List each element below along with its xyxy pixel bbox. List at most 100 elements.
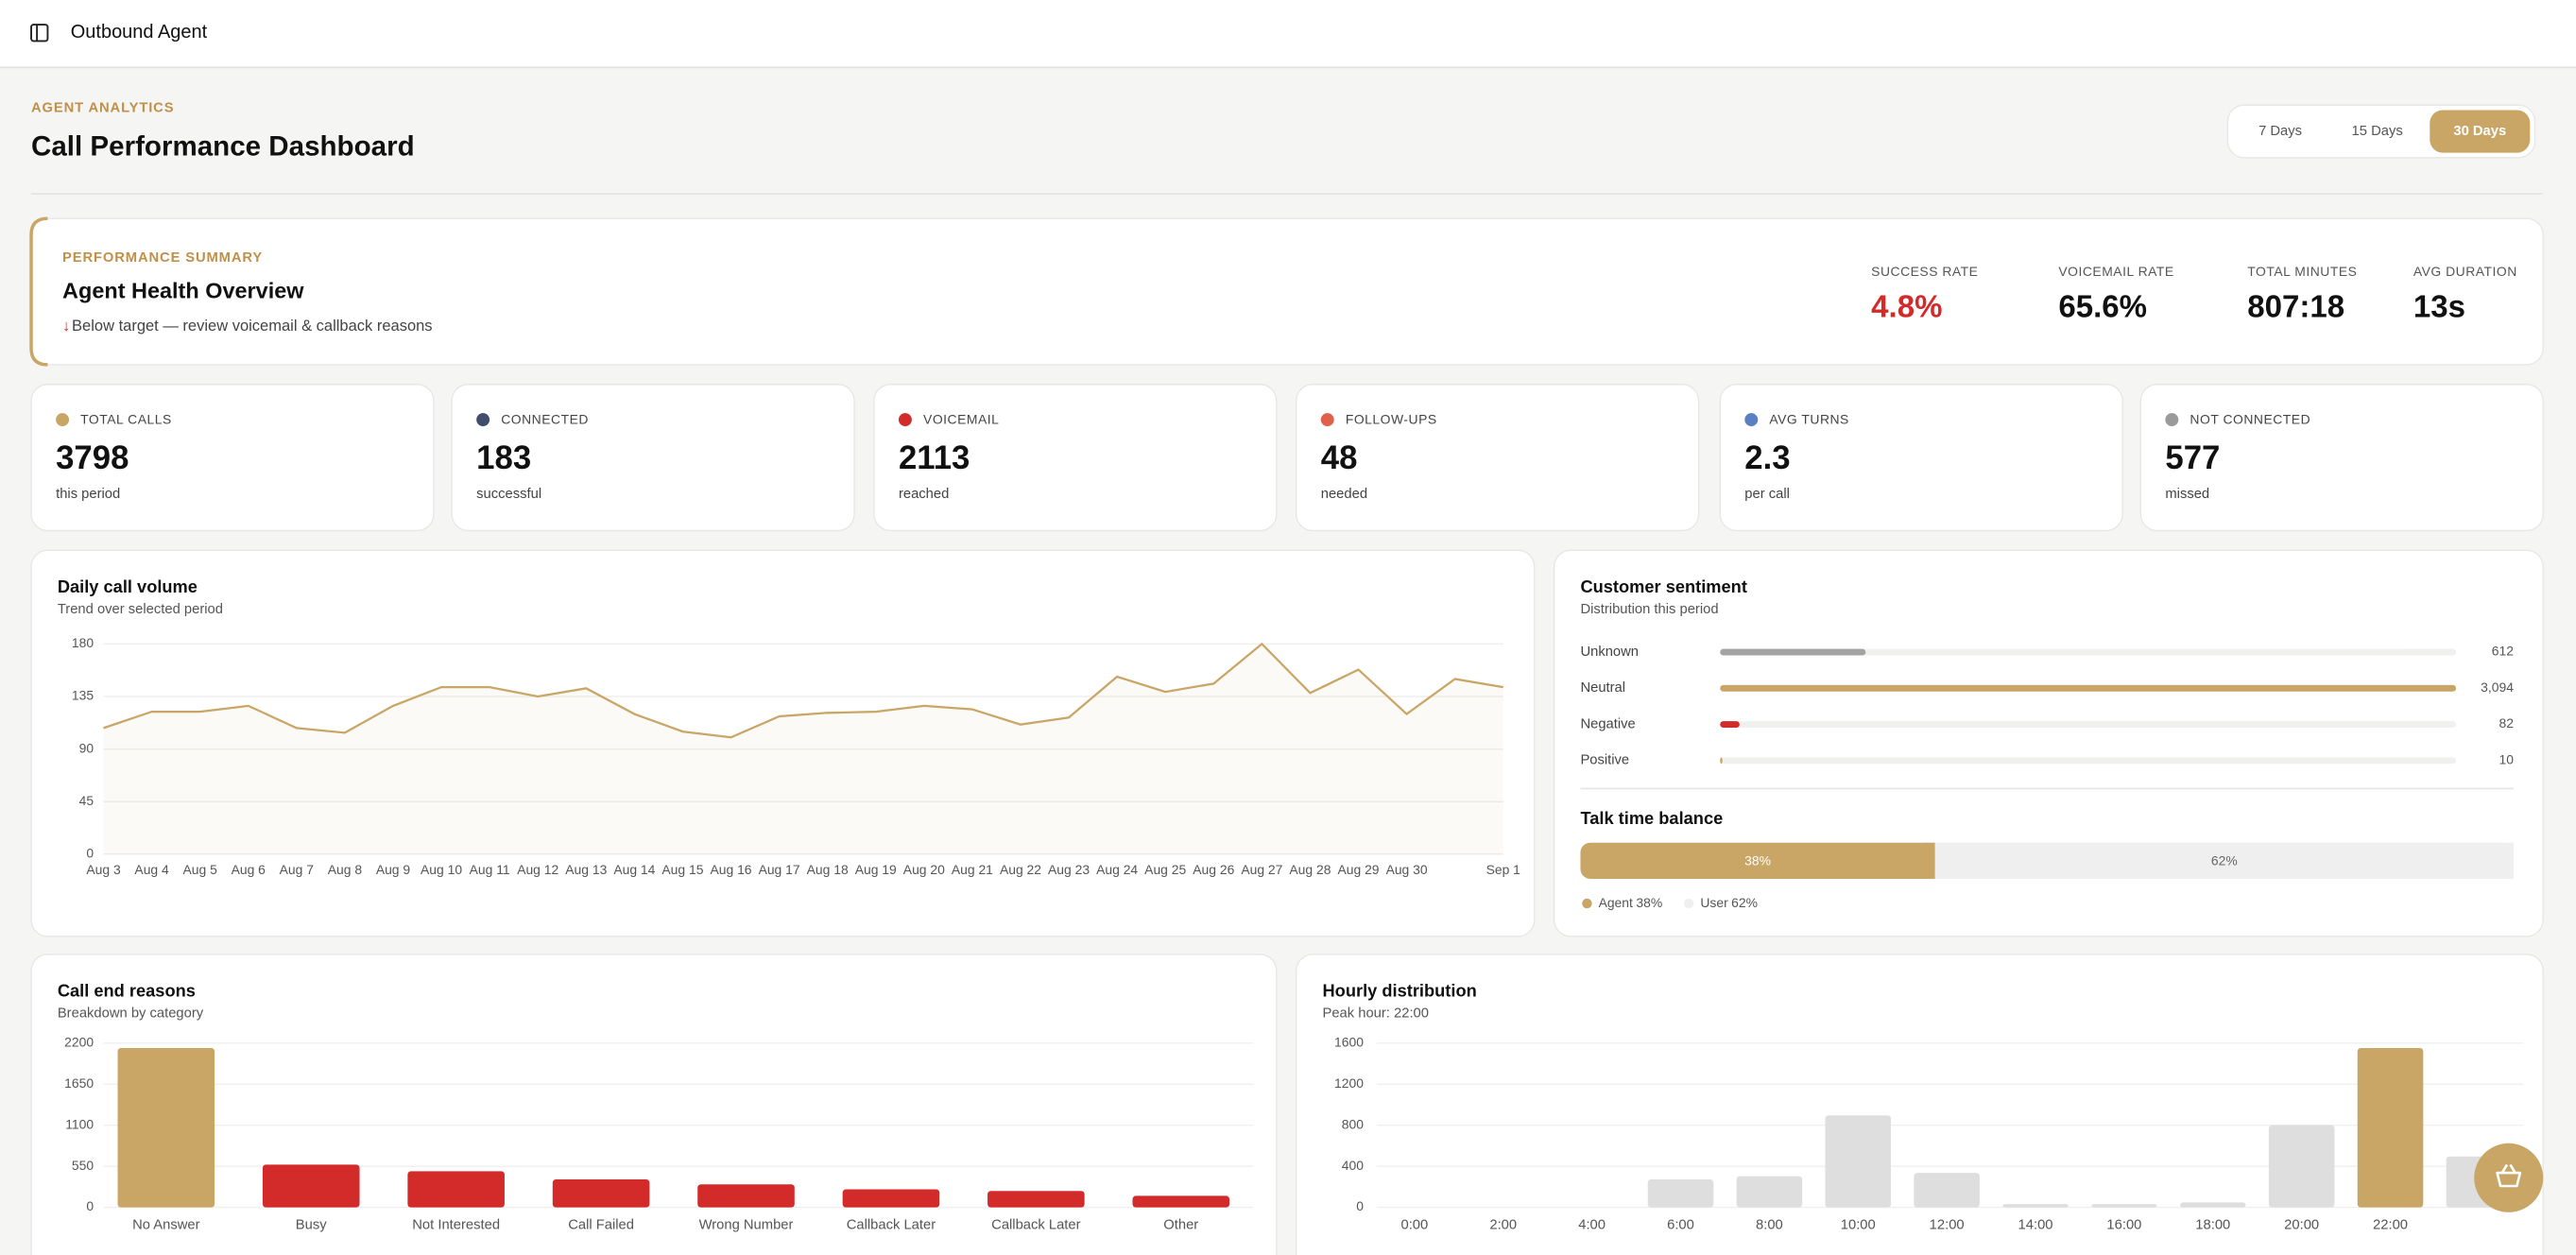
kpi-value: 183 <box>476 440 531 476</box>
legend-dot <box>1582 898 1592 909</box>
value-label: 82 <box>2499 715 2514 731</box>
x-tick-label: 12:00 <box>1930 1218 1965 1233</box>
x-tick-label: Busy <box>296 1218 327 1233</box>
kpi-card <box>451 384 855 532</box>
kpi-caption: this period <box>56 487 120 502</box>
x-tick-label: 0:00 <box>1400 1218 1428 1233</box>
x-tick-label: Aug 18 <box>807 862 849 877</box>
x-tick-label: Aug 5 <box>183 862 218 877</box>
x-tick-label: Wrong Number <box>699 1218 794 1233</box>
x-tick-label: Aug 29 <box>1337 862 1379 877</box>
x-tick-label: Call Failed <box>568 1218 634 1233</box>
page-eyebrow: AGENT ANALYTICS <box>31 101 174 116</box>
bar <box>2002 1204 2069 1208</box>
kpi-card <box>873 384 1278 532</box>
y-tick-label: 135 <box>72 688 94 703</box>
kpi-dot <box>1744 413 1759 427</box>
x-tick-label: Aug 16 <box>711 862 752 877</box>
kpi-value: 3798 <box>56 440 129 476</box>
x-tick-label: Aug 21 <box>952 862 993 877</box>
category-label: Positive <box>1580 753 1629 768</box>
bar <box>2091 1204 2157 1208</box>
x-tick-label: 18:00 <box>2195 1218 2230 1233</box>
x-tick-label: Sep 1 <box>1486 862 1521 877</box>
legend-value: 38% <box>1636 895 1662 910</box>
metric-label: TOTAL MINUTES <box>2247 264 2357 279</box>
kpi-dot <box>56 413 70 427</box>
kpi-caption: missed <box>2165 487 2209 502</box>
assistant-button[interactable] <box>2474 1143 2544 1212</box>
x-tick-label: Aug 25 <box>1144 862 1186 877</box>
x-tick-label: Aug 3 <box>86 862 121 877</box>
bar <box>1132 1195 1230 1208</box>
chart-title: Daily call volume <box>58 576 197 596</box>
chart-subtitle: Trend over selected period <box>58 602 223 617</box>
kpi-label: FOLLOW-UPS <box>1346 412 1437 427</box>
summary-accent <box>29 216 48 367</box>
bar <box>1720 684 2457 692</box>
line-area <box>103 644 1503 854</box>
chart-subtitle: Peak hour: 22:00 <box>1323 1006 1429 1021</box>
sidebar-toggle[interactable] <box>30 24 49 43</box>
x-tick-label: Aug 20 <box>903 862 945 877</box>
x-tick-label: Not Interested <box>412 1218 500 1233</box>
legend-entry: Agent 38% <box>1599 895 1663 910</box>
bar <box>552 1179 650 1208</box>
range-active <box>2430 110 2531 153</box>
kpi-caption: reached <box>899 487 949 502</box>
y-tick-label: 0 <box>86 846 94 861</box>
bar <box>697 1184 795 1208</box>
bar <box>842 1189 940 1208</box>
bar <box>1647 1179 1714 1208</box>
charts: Daily call volume Trend over selected per… <box>58 576 2524 1233</box>
bar-segment-edge <box>1925 842 1935 879</box>
y-tick-label: 400 <box>1342 1158 1364 1173</box>
bar <box>1825 1115 1892 1208</box>
metric-label: AVG DURATION <box>2413 264 2517 279</box>
bar <box>2268 1125 2335 1208</box>
card <box>30 549 1536 937</box>
summary-card <box>30 217 2544 366</box>
y-tick-label: 1100 <box>65 1116 94 1131</box>
range-button[interactable]: 15 Days <box>2352 124 2403 139</box>
y-tick-label: 180 <box>72 635 94 650</box>
kpi-label: NOT CONNECTED <box>2190 412 2310 427</box>
kpi-value: 577 <box>2165 440 2220 476</box>
metric-label: VOICEMAIL RATE <box>2058 264 2173 279</box>
metric-value: 65.6% <box>2058 289 2147 324</box>
kpi-caption: needed <box>1321 487 1367 502</box>
x-tick-label: 6:00 <box>1667 1218 1694 1233</box>
x-tick-label: Aug 11 <box>470 862 510 877</box>
x-tick-label: Aug 24 <box>1096 862 1138 877</box>
bar <box>987 1191 1085 1208</box>
summary-note: ↓ Below target — review voicemail & callb… <box>62 318 433 335</box>
x-tick-label: Aug 15 <box>661 862 703 877</box>
range-button[interactable]: 30 Days <box>2453 124 2506 139</box>
kpi-dot <box>476 413 490 427</box>
y-tick-label: 2200 <box>64 1034 94 1049</box>
kpi-label: VOICEMAIL <box>923 412 999 427</box>
legend-name: Agent <box>1599 895 1633 910</box>
metric-value: 807:18 <box>2247 289 2344 324</box>
value-label: 10 <box>2499 751 2514 766</box>
value-label: 612 <box>2492 644 2514 659</box>
kpi-dot <box>2165 413 2179 427</box>
category-label: Unknown <box>1580 645 1639 660</box>
card <box>1296 954 2544 1255</box>
y-tick-label: 1600 <box>1334 1034 1364 1049</box>
segment-label: 38% <box>1744 852 1771 868</box>
card <box>30 954 1278 1255</box>
legend-value: 62% <box>1731 895 1758 910</box>
metric-value: 13s <box>2413 289 2465 324</box>
bar <box>407 1171 505 1208</box>
range-button[interactable]: 7 Days <box>2258 124 2302 139</box>
x-tick-label: 14:00 <box>2018 1218 2053 1233</box>
kpi-value: 2.3 <box>1744 440 1790 476</box>
bar <box>1720 721 1740 729</box>
bar <box>262 1164 360 1208</box>
chart-title: Call end reasons <box>58 981 196 1001</box>
x-tick-label: Aug 22 <box>1000 862 1041 877</box>
bar-segment <box>1580 842 1935 879</box>
value-label: 3,094 <box>2481 679 2514 695</box>
